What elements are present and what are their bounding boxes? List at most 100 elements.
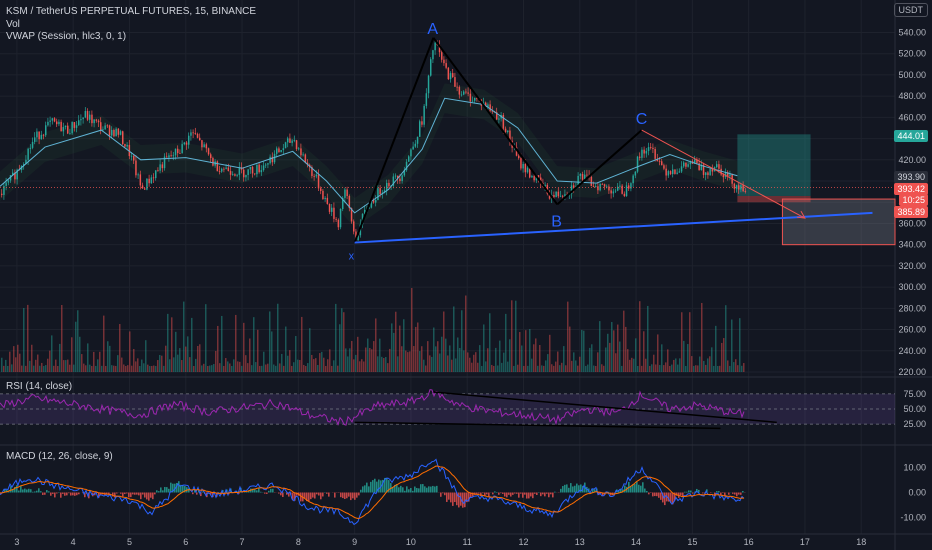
rsi-trendline <box>433 391 777 424</box>
volume-bar <box>329 349 331 372</box>
volume-bar <box>425 365 427 372</box>
volume-bar <box>455 358 457 372</box>
macd-histogram-bar <box>506 492 508 498</box>
volume-bar <box>255 362 257 372</box>
macd-tick-label: -10.00 <box>900 513 926 523</box>
volume-bar <box>543 365 545 372</box>
macd-histogram-bar <box>562 486 564 493</box>
volume-bar <box>683 340 685 372</box>
macd-histogram-bar <box>416 487 418 493</box>
macd-histogram-bar <box>534 492 536 494</box>
macd-histogram-bar <box>488 492 490 497</box>
macd-histogram-bar <box>676 492 678 496</box>
volume-bar <box>715 325 717 372</box>
candle-body <box>148 178 150 184</box>
volume-bar <box>243 322 245 372</box>
vwap-legend[interactable]: VWAP (Session, hlc3, 0, 1) <box>6 31 127 42</box>
macd-legend[interactable]: MACD (12, 26, close, 9) <box>6 451 113 462</box>
candle-body <box>194 133 197 134</box>
macd-histogram-bar <box>32 491 34 493</box>
volume-bar <box>681 312 683 372</box>
volume-bar <box>319 353 321 372</box>
volume-bar <box>313 359 315 372</box>
candle-body <box>700 164 703 171</box>
candle-body <box>740 185 742 190</box>
volume-bar <box>87 343 89 372</box>
candle-body <box>155 170 157 179</box>
volume-bar <box>545 360 547 372</box>
volume-bar <box>355 354 357 372</box>
volume-bar <box>663 365 665 372</box>
macd-histogram-bar <box>642 482 644 493</box>
volume-bar <box>703 360 705 372</box>
candle-body <box>645 151 648 154</box>
volume-bar <box>317 364 319 372</box>
candle-body <box>254 173 256 175</box>
candle-body <box>229 171 232 175</box>
price-tick-label: 260.00 <box>898 325 926 335</box>
candle-body <box>258 164 260 173</box>
candle-body <box>238 167 241 175</box>
candle-body <box>388 182 390 187</box>
candle-body <box>212 158 214 166</box>
volume-bar <box>11 364 13 372</box>
macd-histogram-bar <box>654 492 656 497</box>
candle-body <box>89 114 91 120</box>
volume-bar <box>471 362 473 372</box>
macd-histogram-bar <box>574 485 576 493</box>
volume-bar <box>17 344 19 372</box>
macd-histogram-bar <box>312 492 314 498</box>
volume-bar <box>587 364 589 372</box>
rsi-legend[interactable]: RSI (14, close) <box>6 381 73 392</box>
candle-body <box>584 174 586 180</box>
currency-button[interactable]: USDT <box>893 3 928 17</box>
macd-histogram-bar <box>316 492 318 495</box>
candle-body <box>414 143 417 147</box>
time-tick-label: 10 <box>406 537 416 547</box>
volume-bar <box>427 341 429 372</box>
macd-histogram-bar <box>682 492 684 498</box>
volume-bar <box>231 365 233 372</box>
volume-bar <box>639 301 641 372</box>
volume-bar <box>525 330 527 372</box>
macd-histogram-bar <box>548 492 550 498</box>
macd-histogram-bar <box>674 492 676 501</box>
volume-bar <box>603 365 605 372</box>
stop-price-tag: 385.89 <box>894 206 928 218</box>
macd-histogram-bar <box>144 492 146 498</box>
volume-bar <box>415 326 417 372</box>
volume-bar <box>699 356 701 372</box>
macd-histogram-bar <box>16 485 18 493</box>
volume-legend[interactable]: Vol <box>6 19 20 30</box>
candle-body <box>425 93 428 106</box>
macd-histogram-bar <box>608 491 610 493</box>
volume-bar <box>599 321 601 372</box>
macd-histogram-bar <box>386 478 388 493</box>
volume-bar <box>51 335 53 372</box>
candle-body <box>518 155 520 159</box>
volume-bar <box>221 315 223 372</box>
macd-histogram-bar <box>454 492 456 503</box>
macd-histogram-bar <box>352 492 354 499</box>
candle-body <box>3 185 5 195</box>
candle-body <box>423 105 425 125</box>
candle-body <box>570 185 573 194</box>
pattern-leg-a-b <box>432 37 559 205</box>
macd-histogram-bar <box>306 492 308 502</box>
volume-bar <box>621 365 623 372</box>
macd-histogram-bar <box>734 492 736 495</box>
volume-bar <box>465 295 467 372</box>
volume-bar <box>229 363 231 372</box>
volume-bar <box>667 349 669 372</box>
candle-body <box>342 197 344 209</box>
volume-bar <box>577 365 579 372</box>
volume-bar <box>429 355 431 372</box>
macd-histogram-bar <box>280 492 282 496</box>
symbol-legend[interactable]: KSM / TetherUS PERPETUAL FUTURES, 15, BI… <box>6 6 257 17</box>
macd-histogram-bar <box>162 490 164 493</box>
volume-bar <box>5 359 7 372</box>
macd-histogram-bar <box>692 492 694 494</box>
volume-bar <box>405 350 407 372</box>
macd-histogram-bar <box>696 488 698 493</box>
